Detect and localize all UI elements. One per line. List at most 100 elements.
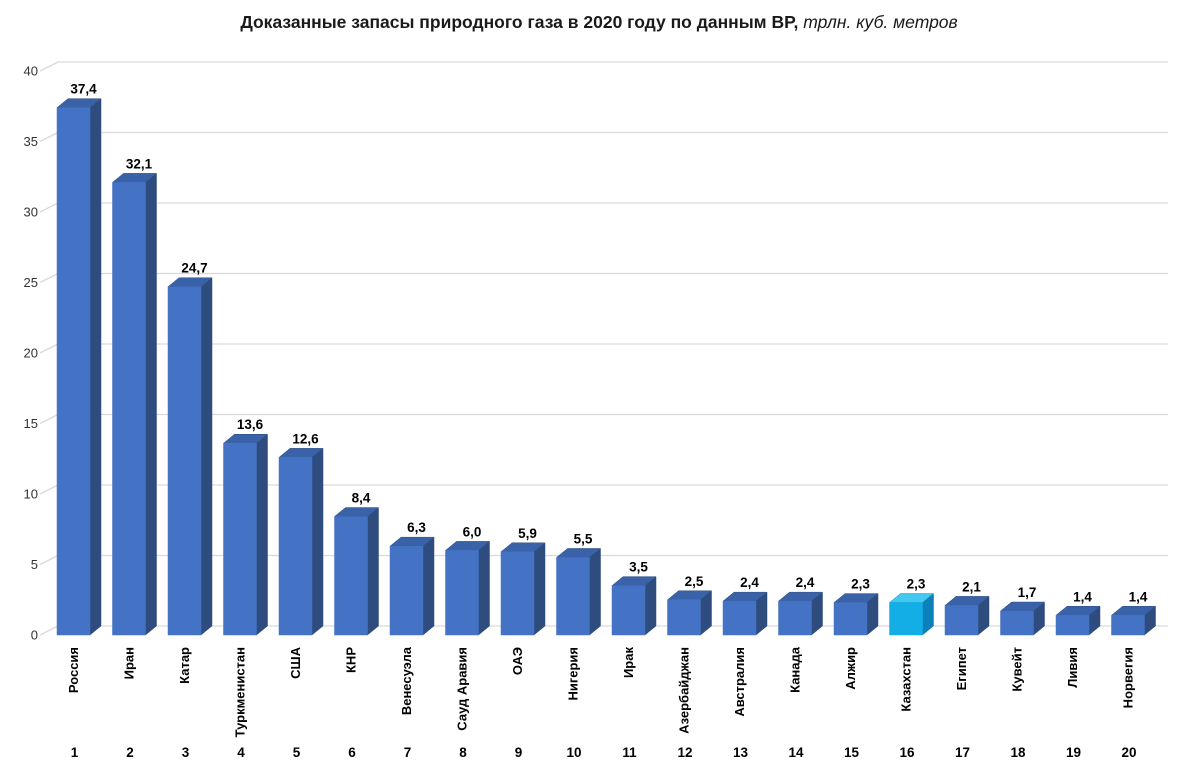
bar-value-label: 5,9 [518, 526, 537, 541]
chart-title-main: Доказанные запасы природного газа в 2020… [240, 12, 799, 32]
bar-value-label: 2,3 [851, 577, 870, 592]
bar-front-face [556, 557, 590, 636]
rank-label: 4 [237, 745, 245, 760]
category-label: Сауд Аравия [455, 647, 470, 731]
y-gridline-sidewall-tick [39, 625, 59, 636]
rank-label: 7 [404, 745, 412, 760]
category-label: Ливия [1065, 647, 1080, 688]
y-axis-tick-label: 20 [24, 346, 38, 361]
bar-value-label: 1,7 [1018, 585, 1037, 600]
category-label: Азербайджан [677, 647, 692, 734]
y-axis-tick-label: 10 [24, 487, 38, 502]
rank-label: 18 [1010, 745, 1026, 760]
bar-front-face [611, 585, 646, 636]
category-label: Катар [177, 647, 192, 684]
rank-label: 11 [622, 745, 637, 760]
bar-value-label: 12,6 [292, 431, 319, 446]
bar-front-face [778, 600, 812, 636]
bar-front-face [223, 442, 257, 636]
rank-label: 15 [844, 745, 860, 760]
bar-value-label: 13,6 [237, 417, 264, 432]
y-axis-tick-label: 15 [24, 416, 38, 431]
rank-label: 14 [788, 745, 804, 760]
bar-side-face [422, 536, 435, 636]
bar-value-label: 2,4 [796, 575, 815, 590]
category-label: Кувейт [1010, 647, 1025, 692]
bar-value-label: 2,3 [907, 577, 926, 592]
bar-side-face [644, 576, 657, 636]
y-gridline-sidewall-tick [39, 131, 59, 143]
y-axis-tick-label: 30 [24, 205, 38, 220]
rank-label: 1 [71, 745, 79, 760]
bar-front-face [500, 551, 535, 636]
rank-label: 5 [293, 745, 301, 760]
y-gridline-sidewall-tick [39, 413, 59, 425]
rank-label: 17 [955, 745, 970, 760]
bar-front-face [1000, 610, 1034, 636]
rank-label: 8 [459, 745, 467, 760]
bar-front-face [1055, 615, 1090, 636]
chart-title: Доказанные запасы природного газа в 2020… [0, 12, 1198, 33]
bar-side-face [367, 507, 379, 636]
rank-label: 16 [899, 745, 915, 760]
rank-label: 3 [182, 745, 190, 760]
rank-label: 13 [733, 745, 749, 760]
category-label: Египет [954, 647, 969, 690]
y-axis-tick-label: 25 [24, 275, 38, 290]
category-label: Венесуэла [399, 646, 414, 715]
rank-label: 20 [1121, 745, 1136, 760]
rank-label: 10 [566, 745, 581, 760]
bar-front-face [889, 602, 923, 636]
bar-front-face [334, 516, 368, 636]
category-label: Австралия [732, 647, 747, 717]
bar-value-label: 8,4 [352, 491, 371, 506]
category-label: Канада [788, 646, 803, 693]
bar-front-face [1111, 615, 1145, 636]
bar-value-label: 24,7 [181, 261, 207, 276]
rank-label: 12 [677, 745, 692, 760]
category-label: ОАЭ [510, 647, 525, 675]
bar-front-face [278, 457, 313, 636]
category-label: Алжир [843, 647, 858, 690]
bar-front-face [389, 545, 424, 636]
y-gridline-sidewall-tick [39, 554, 59, 566]
bar-side-face [311, 447, 324, 636]
bar-value-label: 37,4 [70, 82, 97, 97]
y-gridline-sidewall-tick [39, 61, 59, 72]
bar-value-label: 6,3 [407, 520, 426, 535]
y-gridline-sidewall-tick [39, 484, 59, 495]
y-axis-tick-label: 35 [24, 134, 38, 149]
y-gridline-sidewall-tick [39, 343, 59, 354]
category-label: КНР [344, 647, 359, 673]
y-axis-tick-label: 40 [24, 64, 38, 79]
category-label: Ирак [621, 647, 636, 679]
bar-front-face [112, 182, 146, 636]
bar-value-label: 32,1 [126, 156, 153, 171]
category-label: Туркменистан [233, 647, 248, 737]
bar-value-label: 1,4 [1129, 589, 1148, 604]
category-label: Иран [122, 647, 137, 679]
bar-side-face [589, 547, 601, 636]
rank-label: 2 [126, 745, 134, 760]
category-label: США [288, 646, 303, 678]
rank-label: 6 [348, 745, 356, 760]
rank-label: 19 [1066, 745, 1081, 760]
bar-front-face [445, 550, 479, 636]
bar-side-face [89, 98, 102, 636]
y-axis-tick-label: 0 [31, 628, 38, 643]
y-gridline-sidewall-tick [39, 202, 59, 213]
bar-front-face [944, 605, 979, 636]
chart-title-unit: трлн. куб. метров [798, 12, 958, 32]
bar-value-label: 2,4 [740, 575, 759, 590]
bar-value-label: 2,5 [685, 574, 704, 589]
y-axis-tick-label: 5 [31, 557, 38, 572]
bar-side-face [200, 277, 213, 636]
rank-label: 9 [515, 745, 523, 760]
bar-value-label: 1,4 [1073, 589, 1092, 604]
bar-side-face [145, 172, 157, 636]
bar-front-face [722, 600, 757, 636]
bar-value-label: 5,5 [574, 531, 593, 546]
bar-front-face [167, 286, 202, 636]
